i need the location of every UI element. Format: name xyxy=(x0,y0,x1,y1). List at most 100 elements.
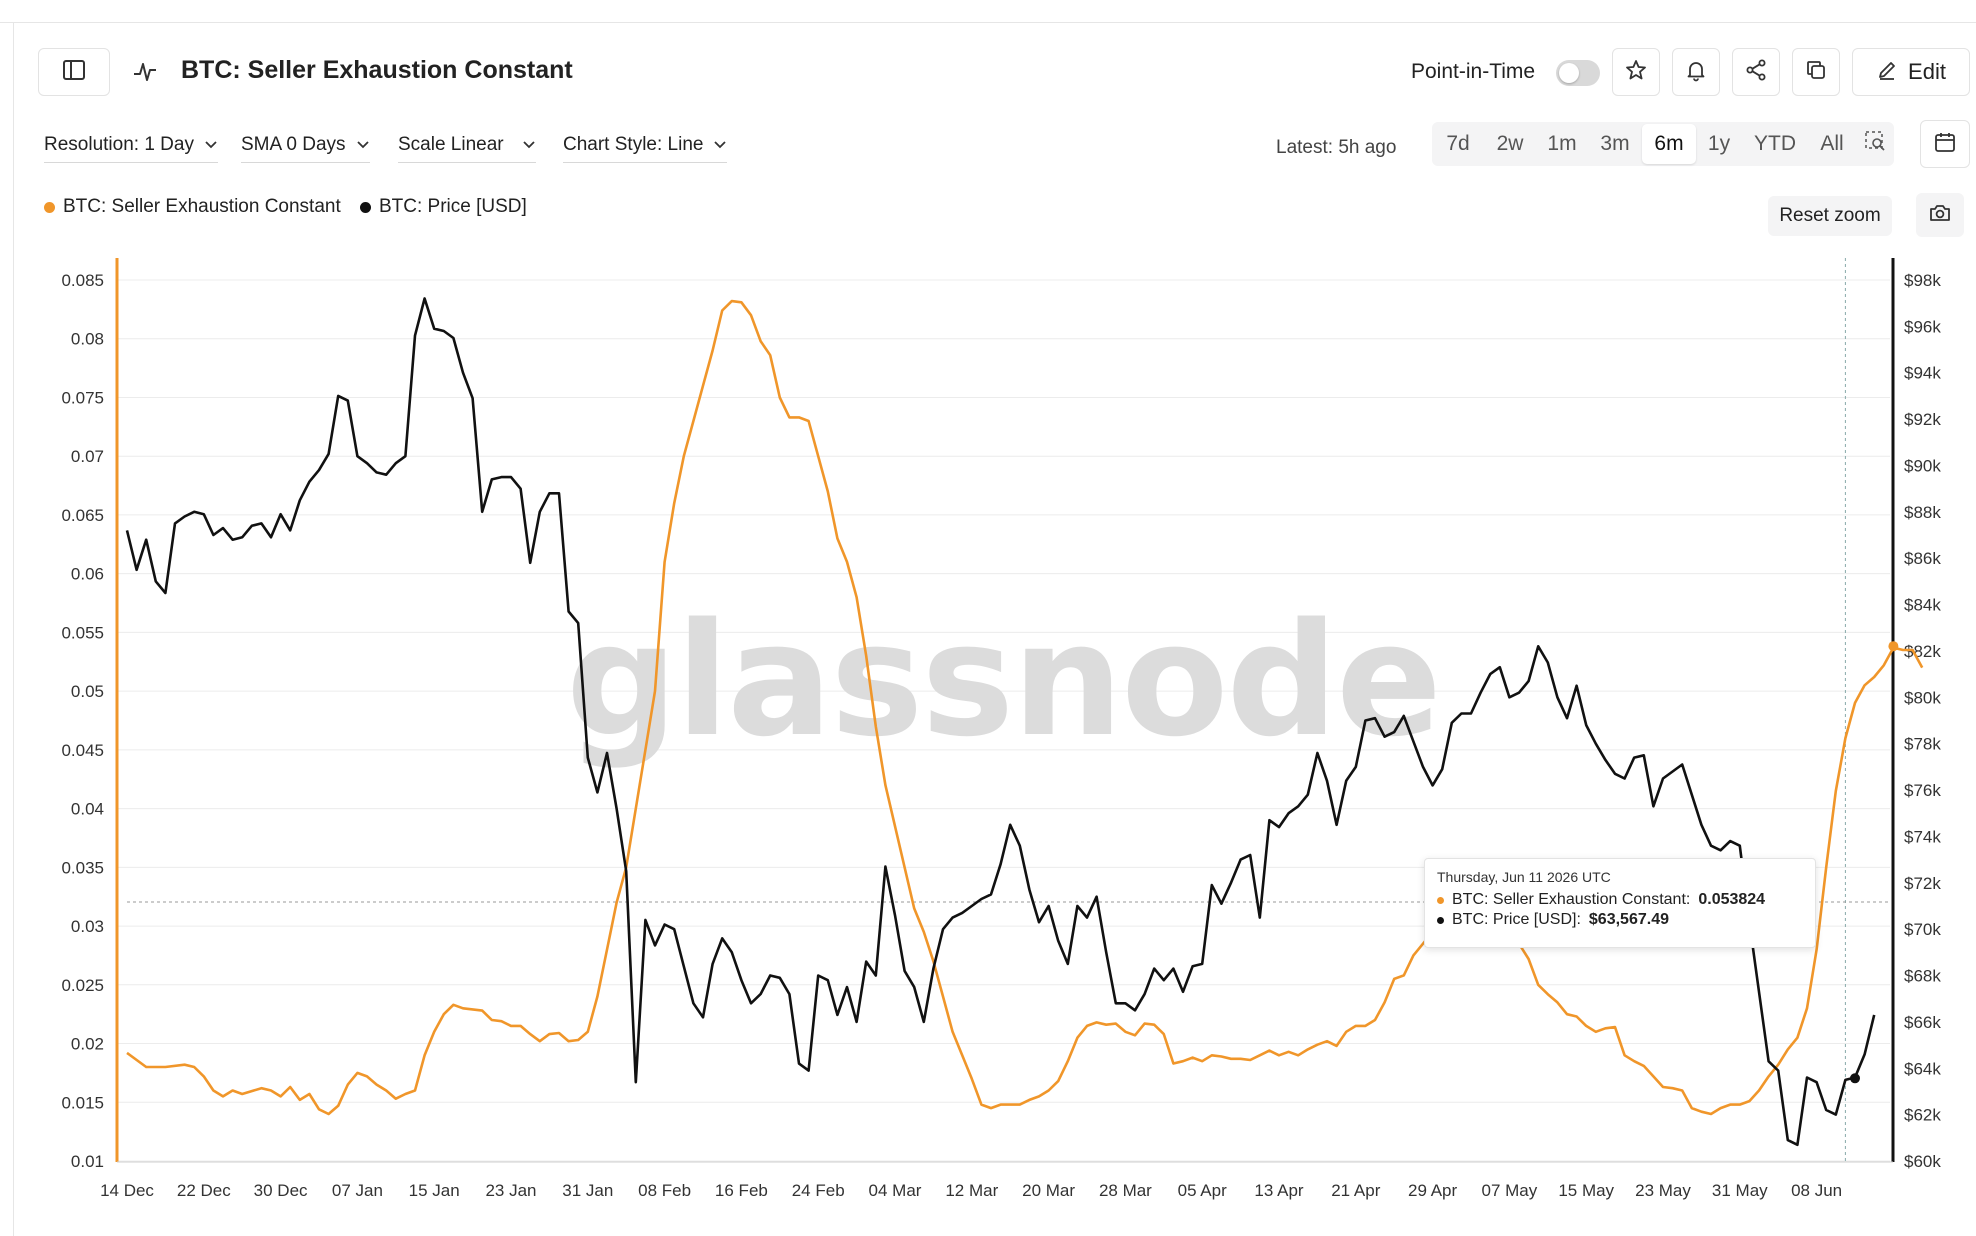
legend-item-price[interactable]: BTC: Price [USD] xyxy=(360,196,527,218)
chart-style-value: Chart Style: Line xyxy=(563,134,704,155)
x-axis-tick-label: 20 Mar xyxy=(1022,1181,1075,1200)
left-axis-tick-label: 0.05 xyxy=(71,682,104,701)
x-axis-tick-label: 13 Apr xyxy=(1254,1181,1303,1200)
right-axis-tick-label: $60k xyxy=(1904,1152,1941,1171)
screenshot-button[interactable] xyxy=(1916,193,1964,237)
range-1m[interactable]: 1m xyxy=(1547,132,1577,155)
left-axis-tick-label: 0.07 xyxy=(71,447,104,466)
right-axis-tick-label: $72k xyxy=(1904,874,1941,893)
legend-swatch xyxy=(360,201,371,213)
x-axis-tick-label: 23 Jan xyxy=(485,1181,536,1200)
x-axis-tick-label: 23 May xyxy=(1635,1181,1691,1200)
edit-label: Edit xyxy=(1908,59,1946,84)
left-axis-tick-label: 0.025 xyxy=(61,976,104,995)
toggle-knob xyxy=(1559,63,1579,83)
left-axis-tick-label: 0.085 xyxy=(61,271,104,290)
x-axis-tick-label: 08 Feb xyxy=(638,1181,691,1200)
hover-point-sec xyxy=(1888,641,1899,652)
right-axis-tick-label: $90k xyxy=(1904,456,1941,475)
right-axis-tick-label: $80k xyxy=(1904,688,1941,707)
x-axis-tick-label: 12 Mar xyxy=(945,1181,998,1200)
right-axis-tick-label: $76k xyxy=(1904,781,1941,800)
share-icon xyxy=(1744,58,1768,87)
range-7d[interactable]: 7d xyxy=(1446,132,1470,155)
right-axis-tick-label: $74k xyxy=(1904,827,1941,846)
x-axis-tick-label: 22 Dec xyxy=(177,1181,231,1200)
range-1y[interactable]: 1y xyxy=(1707,132,1731,155)
chart-canvas[interactable]: glassnode 0.085 0.08 0.075 0.07 0.065 0.06 0.0… xyxy=(0,250,1976,1236)
x-axis-tick-label: 24 Feb xyxy=(792,1181,845,1200)
date-picker-button[interactable] xyxy=(1920,120,1970,168)
bell-icon xyxy=(1684,58,1708,87)
watermark: glassnode xyxy=(566,589,1440,771)
tooltip-label: BTC: Seller Exhaustion Constant: xyxy=(1452,891,1691,908)
duplicate-button[interactable] xyxy=(1792,48,1840,96)
zoom-select-button[interactable] xyxy=(1856,124,1894,164)
tooltip-value: $63,567.49 xyxy=(1588,911,1669,928)
left-axis-tick-label: 0.02 xyxy=(71,1035,104,1054)
left-axis-tick-label: 0.045 xyxy=(61,741,104,760)
range-2w[interactable]: 2w xyxy=(1496,132,1524,155)
resolution-dropdown[interactable]: Resolution: 1 Day xyxy=(44,134,218,163)
x-axis-tick-label: 15 Jan xyxy=(409,1181,460,1200)
reset-zoom-button[interactable]: Reset zoom xyxy=(1768,196,1892,236)
zoom-search-icon xyxy=(1864,130,1886,158)
share-button[interactable] xyxy=(1732,48,1780,96)
sidebar-toggle-button[interactable] xyxy=(38,48,110,96)
sma-dropdown[interactable]: SMA 0 Days xyxy=(241,134,370,163)
right-axis-tick-label: $64k xyxy=(1904,1059,1941,1078)
x-axis-tick-label: 07 Jan xyxy=(332,1181,383,1200)
x-axis-tick-label: 05 Apr xyxy=(1178,1181,1227,1200)
left-axis-tick-label: 0.01 xyxy=(71,1152,104,1171)
chart-style-dropdown[interactable]: Chart Style: Line xyxy=(563,134,728,163)
top-divider xyxy=(0,22,1976,23)
x-axis-tick-label: 04 Mar xyxy=(869,1181,922,1200)
left-divider xyxy=(13,22,14,1236)
legend-label: BTC: Seller Exhaustion Constant xyxy=(63,196,341,217)
right-axis-tick-label: $86k xyxy=(1904,549,1941,568)
alert-button[interactable] xyxy=(1672,48,1720,96)
favorite-button[interactable] xyxy=(1612,48,1660,96)
range-6m[interactable]: 6m xyxy=(1642,124,1696,164)
left-axis-tick-label: 0.075 xyxy=(61,388,104,407)
x-axis-tick-label: 15 May xyxy=(1558,1181,1614,1200)
right-axis-tick-label: $62k xyxy=(1904,1106,1941,1125)
right-axis-tick-label: $88k xyxy=(1904,503,1941,522)
chart-tooltip: Thursday, Jun 11 2026 UTC BTC: Seller Ex… xyxy=(1424,858,1816,948)
tooltip-row-sec: BTC: Seller Exhaustion Constant: 0.05382… xyxy=(1437,891,1803,909)
left-axis-tick-label: 0.03 xyxy=(71,917,104,936)
right-axis-tick-label: $82k xyxy=(1904,642,1941,661)
left-axis-tick-label: 0.055 xyxy=(61,623,104,642)
scale-value: Scale Linear xyxy=(398,134,504,155)
edit-button[interactable]: Edit xyxy=(1852,48,1970,96)
pencil-icon xyxy=(1876,59,1898,86)
right-axis-tick-label: $66k xyxy=(1904,1013,1941,1032)
range-3m[interactable]: 3m xyxy=(1600,132,1630,155)
series-line-seller-exhaustion xyxy=(126,299,1924,1116)
right-axis-tick-label: $94k xyxy=(1904,364,1941,383)
right-axis-tick-label: $96k xyxy=(1904,317,1941,336)
right-axis-tick-label: $84k xyxy=(1904,596,1941,615)
x-axis-tick-label: 31 Jan xyxy=(562,1181,613,1200)
legend-item-sec[interactable]: BTC: Seller Exhaustion Constant xyxy=(44,196,341,218)
tooltip-swatch xyxy=(1437,896,1444,904)
right-axis-tick-label: $78k xyxy=(1904,735,1941,754)
hover-point-price xyxy=(1850,1073,1860,1084)
latest-update-text: Latest: 5h ago xyxy=(1276,137,1397,158)
x-axis-tick-label: 29 Apr xyxy=(1408,1181,1457,1200)
camera-icon xyxy=(1928,202,1952,229)
range-ytd[interactable]: YTD xyxy=(1754,132,1796,155)
chevron-down-icon xyxy=(713,134,727,156)
range-all[interactable]: All xyxy=(1820,132,1844,155)
left-axis-tick-label: 0.06 xyxy=(71,565,104,584)
tooltip-value: 0.053824 xyxy=(1698,891,1766,908)
x-axis-tick-label: 07 May xyxy=(1482,1181,1538,1200)
x-axis-tick-label: 21 Apr xyxy=(1331,1181,1380,1200)
right-axis-tick-label: $98k xyxy=(1904,271,1941,290)
point-in-time-toggle[interactable] xyxy=(1556,60,1600,86)
right-axis-tick-label: $92k xyxy=(1904,410,1941,429)
chevron-down-icon xyxy=(522,134,536,156)
right-axis-tick-label: $70k xyxy=(1904,920,1941,939)
tooltip-label: BTC: Price [USD]: xyxy=(1452,911,1581,928)
scale-dropdown[interactable]: Scale Linear xyxy=(398,134,536,163)
